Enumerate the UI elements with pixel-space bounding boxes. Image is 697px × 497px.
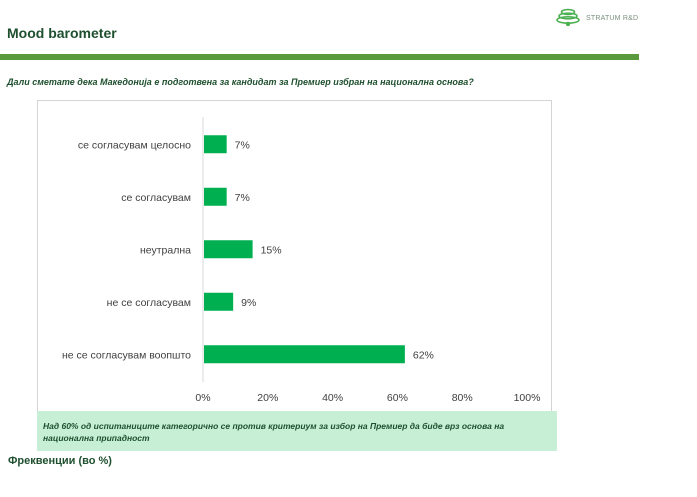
value-label: 62%: [413, 349, 434, 361]
frequency-label: Фреквенции (во %): [8, 455, 112, 467]
page-title: Mood barometer: [7, 25, 117, 41]
bar: [204, 345, 405, 364]
x-tick-label: 100%: [514, 392, 541, 404]
category-label: се согласувам: [121, 192, 191, 204]
category-label: не се согласувам воопшто: [62, 349, 191, 361]
header-divider: [0, 54, 639, 60]
x-tick-label: 60%: [387, 392, 408, 404]
bar: [204, 240, 253, 259]
category-label: не се согласувам: [107, 297, 191, 309]
category-label: неутрална: [140, 244, 191, 256]
bar: [204, 292, 234, 311]
bar-chart: се согласувам целосно 7% се согласувам 7% не…: [62, 117, 541, 404]
value-label: 9%: [241, 297, 256, 309]
summary-note: Над 60% од испитаниците категорично се п…: [37, 411, 557, 451]
value-label: 15%: [261, 244, 282, 256]
value-label: 7%: [235, 192, 250, 204]
category-label: се согласувам целосно: [78, 139, 191, 151]
x-tick-label: 20%: [257, 392, 278, 404]
stratum-logo-icon: [556, 8, 580, 27]
survey-question: Дали сметате дека Македонија е подготвен…: [7, 77, 474, 87]
logo-text: STRATUM R&D: [586, 15, 639, 22]
x-tick-label: 0%: [195, 392, 210, 404]
bar: [204, 187, 227, 206]
value-label: 7%: [235, 139, 250, 151]
chart-container: се согласувам целосно 7% се согласувам 7% не…: [37, 100, 552, 413]
x-tick-label: 40%: [322, 392, 343, 404]
x-tick-label: 80%: [452, 392, 473, 404]
bar: [204, 135, 227, 154]
